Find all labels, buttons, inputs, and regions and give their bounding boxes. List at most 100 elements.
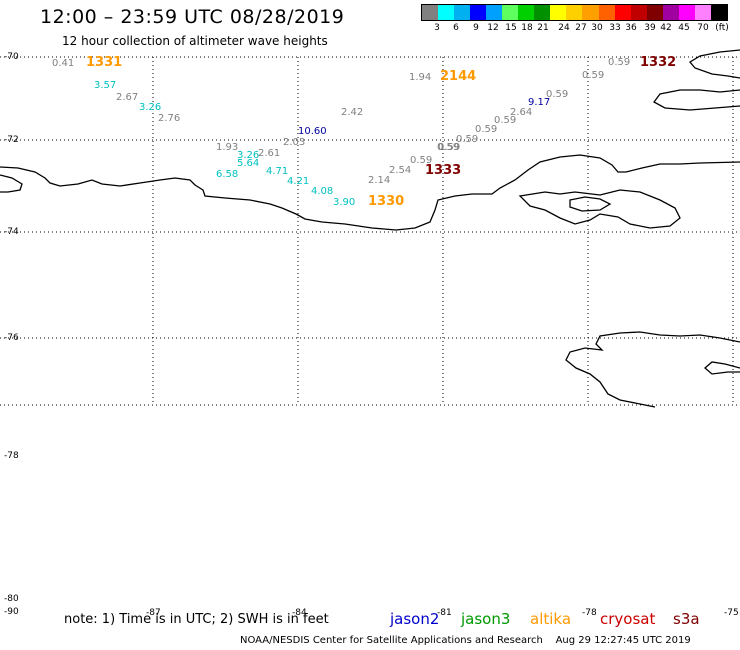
generated-timestamp: Aug 29 12:27:45 UTC 2019 — [555, 635, 691, 646]
scale-swatch — [598, 5, 615, 20]
coastline-main — [0, 154, 740, 231]
legend-s3a: s3a — [673, 610, 700, 628]
wave-height-value: 10.60 — [298, 126, 327, 137]
scale-label: 42 — [660, 23, 672, 33]
wave-height-value: 2.64 — [510, 107, 532, 118]
scale-swatch — [486, 5, 503, 20]
scale-label: 21 — [537, 23, 549, 33]
wave-height-value: 5.64 — [237, 158, 259, 169]
scale-label: 6 — [453, 23, 459, 33]
scale-swatch — [566, 5, 583, 20]
graticule — [0, 56, 740, 406]
pass-time-labels: 1331 2144 1332 1333 1330 — [86, 55, 676, 209]
scale-label: 12 — [487, 23, 499, 33]
coastline — [0, 49, 740, 408]
lat-label-76: -76 — [4, 333, 19, 343]
wave-height-value: 4.71 — [266, 166, 288, 177]
wave-height-value: 2.67 — [116, 92, 138, 103]
scale-label: 24 — [558, 23, 570, 33]
lat-label-78: -78 — [4, 451, 19, 461]
wave-height-value: 4.21 — [287, 176, 309, 187]
coastline-south-2 — [704, 361, 740, 375]
coastline-north-east-2 — [653, 89, 740, 111]
scale-label: 3 — [434, 23, 440, 33]
scale-swatch — [518, 5, 535, 20]
scale-swatch — [710, 5, 727, 20]
scale-swatch — [678, 5, 695, 20]
pass-time-label: 2144 — [440, 69, 476, 84]
credit-text: NOAA/NESDIS Center for Satellite Applica… — [240, 635, 543, 646]
scale-swatch — [662, 5, 679, 20]
lon-label-87: -87 — [146, 608, 161, 618]
scale-label: 30 — [591, 23, 603, 33]
lat-label-72: -72 — [4, 135, 19, 145]
wave-height-value: 1.93 — [216, 142, 238, 153]
pass-time-label: 1331 — [86, 55, 122, 70]
scale-swatch — [630, 5, 647, 20]
map-subtitle: 12 hour collection of altimeter wave hei… — [62, 34, 328, 48]
wave-height-value: 2.14 — [368, 175, 390, 186]
scale-label: 18 — [521, 23, 533, 33]
wave-height-value: 3.26 — [139, 102, 161, 113]
wave-height-values: 0.413.572.673.262.761.940.590.590.599.17… — [52, 57, 630, 208]
scale-swatch — [470, 5, 487, 20]
coastline-west-inlet — [0, 174, 23, 193]
wave-height-value: 3.57 — [94, 80, 116, 91]
lat-label-80: -80 — [4, 594, 19, 604]
wave-height-value: 1.94 — [409, 72, 431, 83]
wave-height-value: 0.59 — [410, 155, 432, 166]
coastline-peninsula — [518, 189, 681, 229]
wave-height-value: 0.59 — [546, 89, 568, 100]
coastline-north-east — [689, 49, 740, 79]
scale-swatch — [614, 5, 631, 20]
legend-jason2: jason2 — [390, 610, 440, 628]
scale-swatch — [694, 5, 711, 20]
lon-label-84: -84 — [292, 608, 307, 618]
pass-time-label: 1333 — [425, 163, 461, 178]
wave-height-value: 6.58 — [216, 169, 238, 180]
legend-altika: altika — [530, 610, 572, 628]
scale-label: 9 — [473, 23, 479, 33]
wave-height-value: 0.59 — [438, 142, 460, 153]
scale-swatch — [502, 5, 519, 20]
wave-height-value: 4.08 — [311, 186, 333, 197]
wave-height-value: 0.59 — [608, 57, 630, 68]
wave-height-color-scale: 3 6 9 12 15 18 21 24 27 30 33 36 39 42 45 70 (ft) — [421, 4, 729, 33]
scale-label: (ft) — [715, 23, 729, 33]
wave-height-value: 2.61 — [258, 148, 280, 159]
scale-label: 39 — [644, 23, 656, 33]
color-scale-labels: 3 6 9 12 15 18 21 24 27 30 33 36 39 42 45 70 (ft) — [421, 21, 729, 33]
scale-label: 27 — [575, 23, 587, 33]
wave-height-value: 0.59 — [437, 142, 459, 153]
legend-cryosat: cryosat — [600, 610, 656, 628]
scale-swatch — [454, 5, 471, 20]
wave-height-value: 0.41 — [52, 58, 74, 69]
scale-label: 45 — [678, 23, 690, 33]
wave-height-value: 2.03 — [283, 137, 305, 148]
lat-label-74: -74 — [4, 227, 19, 237]
pass-time-label: 1332 — [640, 55, 676, 70]
wave-height-value: 3.90 — [333, 197, 355, 208]
lon-label-81: -81 — [437, 608, 452, 618]
footer-credit: NOAA/NESDIS Center for Satellite Applica… — [240, 635, 691, 646]
scale-label: 36 — [625, 23, 637, 33]
scale-swatch — [582, 5, 599, 20]
wave-height-value: 2.54 — [389, 165, 411, 176]
pass-time-label: 1330 — [368, 194, 404, 209]
scale-label: 33 — [609, 23, 621, 33]
lat-label-90: -90 — [4, 607, 19, 617]
coastline-south — [565, 331, 740, 408]
wave-height-value: 2.42 — [341, 107, 363, 118]
scale-swatch — [646, 5, 663, 20]
wave-height-value: 3.26 — [237, 150, 259, 161]
scale-label: 70 — [697, 23, 709, 33]
scale-label: 15 — [505, 23, 517, 33]
wave-height-value: 0.59 — [456, 134, 478, 145]
coastline-island-east — [569, 196, 612, 212]
color-scale-bar — [421, 4, 728, 21]
units-note: note: 1) Time is in UTC; 2) SWH is in fe… — [64, 612, 329, 627]
lon-label-75: -75 — [724, 608, 739, 618]
wave-height-value: 0.59 — [494, 115, 516, 126]
